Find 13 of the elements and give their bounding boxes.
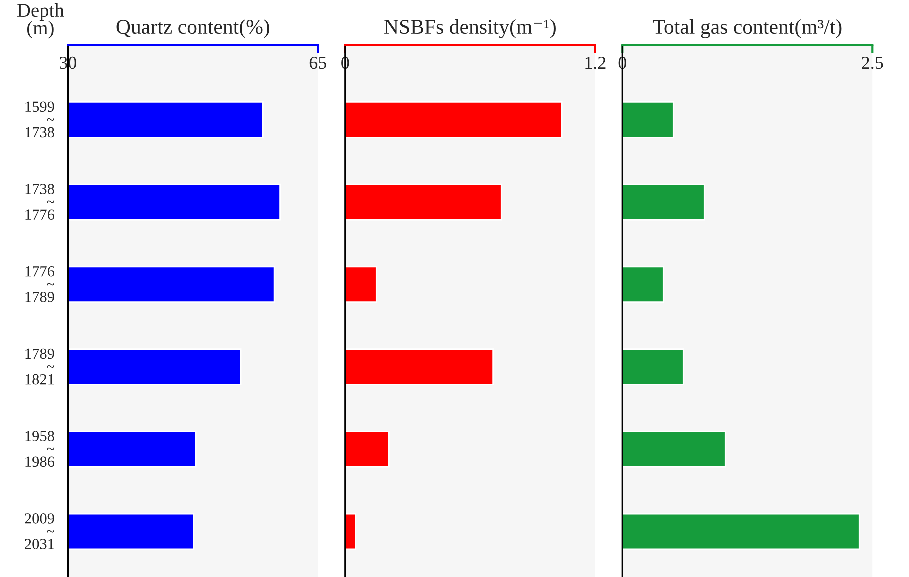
chart-title: Total gas content(m³/t) xyxy=(653,19,842,38)
y-tick-label: 1958 ~ 1986 xyxy=(26,431,55,468)
x-tick-label: 1.2 xyxy=(586,56,606,70)
chart-title: Quartz content(%) xyxy=(116,19,270,38)
chart-title: NSBFs density(m⁻¹) xyxy=(384,19,556,38)
y-tick-label: 2009 ~ 2031 xyxy=(25,514,55,550)
y-tick-label: 1738 ~ 1776 xyxy=(26,184,55,220)
y-tick-label: 1789 ~ 1821 xyxy=(26,348,55,385)
y-tick-label: 1776 ~ 1789 xyxy=(26,266,55,302)
x-tick-label: 2.5 xyxy=(862,56,884,70)
y-tick-label: 1599 ~ 1738 xyxy=(26,102,55,138)
x-tick-label: 65 xyxy=(310,56,326,70)
y-axis-title: Depth (m) xyxy=(17,3,64,39)
